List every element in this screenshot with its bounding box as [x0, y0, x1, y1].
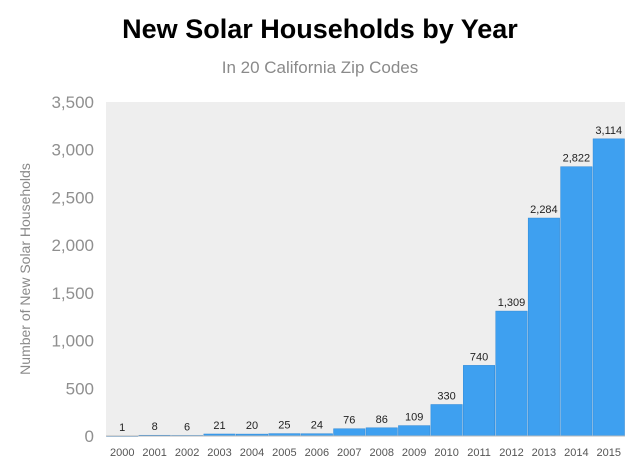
y-tick-label: 3,500: [51, 93, 94, 112]
bar: [560, 166, 593, 437]
bar: [527, 217, 560, 437]
bar: [365, 427, 398, 437]
bar: [398, 425, 431, 437]
x-tick-label: 2006: [305, 447, 329, 459]
data-labels: 1 8 6 21 20 25 24 76 86 1093307401,3092,2842,8223…: [119, 125, 622, 434]
y-tick-label: 1,500: [51, 284, 94, 303]
x-tick-label: 2010: [434, 447, 458, 459]
x-tick-label: 2004: [240, 447, 264, 459]
data-label: 8: [152, 421, 158, 433]
chart-subtitle: In 20 California Zip Codes: [221, 58, 419, 77]
x-tick-label: 2007: [337, 447, 361, 459]
x-axis-ticks: 2000 2001 2002 2003 2004 2005 2006 2007 2008 2009…: [110, 447, 621, 459]
x-tick-label: 2008: [369, 447, 393, 459]
bar: [430, 404, 463, 437]
data-label: 2,284: [530, 204, 558, 216]
data-label: 740: [470, 351, 488, 363]
data-label: 76: [343, 415, 355, 427]
data-label: 20: [246, 420, 258, 432]
bar: [333, 428, 366, 437]
y-tick-label: 500: [66, 379, 94, 398]
data-label: 21: [213, 420, 225, 432]
data-label: 1: [119, 422, 125, 434]
x-tick-label: 2012: [499, 447, 523, 459]
chart-title: New Solar Households by Year: [122, 14, 518, 44]
x-tick-label: 2005: [272, 447, 296, 459]
data-label: 330: [437, 391, 455, 403]
data-label: 24: [311, 420, 323, 432]
y-tick-label: 2,500: [51, 188, 94, 207]
y-tick-label: 3,000: [51, 141, 94, 160]
y-tick-label: 2,000: [51, 236, 94, 255]
x-tick-label: 2001: [142, 447, 166, 459]
data-label: 86: [376, 414, 388, 426]
data-label: 1,309: [498, 297, 526, 309]
x-tick-label: 2002: [175, 447, 199, 459]
data-label: 3,114: [595, 125, 622, 137]
bar: [495, 310, 528, 437]
y-axis-label: Number of New Solar Households: [17, 163, 33, 375]
x-tick-label: 2003: [207, 447, 231, 459]
data-label: 25: [278, 420, 290, 432]
x-tick-label: 2000: [110, 447, 134, 459]
data-label: 2,822: [563, 153, 591, 165]
bar: [463, 365, 495, 437]
y-tick-label: 0: [85, 427, 94, 446]
x-tick-label: 2015: [597, 447, 621, 459]
bars: [106, 138, 625, 437]
x-tick-label: 2013: [532, 447, 556, 459]
x-tick-label: 2011: [467, 447, 491, 459]
data-label: 6: [184, 421, 190, 433]
data-label: 109: [405, 412, 423, 424]
y-axis-ticks: 0 500 1,000 1,500 2,000 2,500 3,000 3,500: [51, 93, 94, 446]
x-tick-label: 2009: [402, 447, 426, 459]
bar: [592, 138, 625, 437]
y-tick-label: 1,000: [51, 332, 94, 351]
x-tick-label: 2014: [564, 447, 588, 459]
